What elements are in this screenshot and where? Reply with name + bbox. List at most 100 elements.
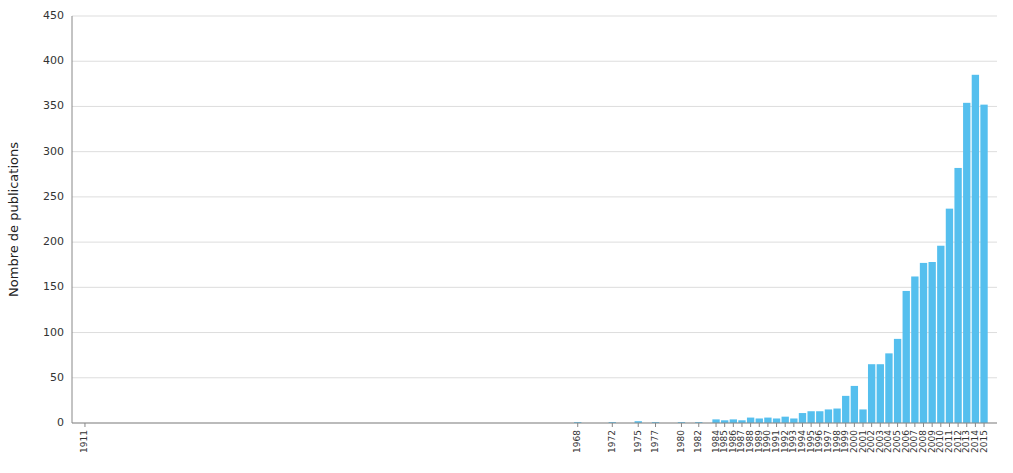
x-tick <box>84 423 85 427</box>
x-tick-label: 1977 <box>650 430 660 453</box>
x-tick <box>932 423 933 427</box>
bar <box>799 413 806 423</box>
bar <box>790 418 797 423</box>
x-tick <box>638 423 639 427</box>
x-tick-label: 1911 <box>79 430 89 453</box>
y-tick-label: 100 <box>43 326 64 339</box>
x-tick-label: 1968 <box>572 430 582 453</box>
grid-line <box>72 16 997 17</box>
x-tick <box>923 423 924 427</box>
bar <box>946 209 953 423</box>
x-tick <box>975 423 976 427</box>
x-tick <box>863 423 864 427</box>
x-tick <box>871 423 872 427</box>
bars <box>574 75 988 423</box>
bar <box>885 353 892 423</box>
bar <box>747 418 754 423</box>
bar <box>851 386 858 423</box>
x-tick <box>949 423 950 427</box>
bar <box>972 75 979 423</box>
x-tick <box>767 423 768 427</box>
bar <box>825 409 832 423</box>
bar <box>963 103 970 423</box>
x-tick <box>741 423 742 427</box>
grid-line <box>72 377 997 378</box>
bar <box>911 276 918 423</box>
x-tick <box>828 423 829 427</box>
y-tick-label: 250 <box>43 190 64 203</box>
bar <box>764 418 771 423</box>
bar <box>980 105 987 423</box>
chart: 050100150200250300350400450Nombre de pub… <box>0 0 1013 473</box>
bar <box>782 417 789 423</box>
y-tick-label: 300 <box>43 145 64 158</box>
grid-line <box>72 61 997 62</box>
y-axis-title: Nombre de publications <box>6 142 21 297</box>
x-tick <box>914 423 915 427</box>
bar <box>816 411 823 423</box>
bar <box>937 246 944 423</box>
x-tick <box>776 423 777 427</box>
y-axis-line <box>72 16 73 423</box>
x-tick <box>750 423 751 427</box>
bar <box>903 291 910 423</box>
x-tick <box>940 423 941 427</box>
x-tick <box>837 423 838 427</box>
bar <box>730 419 737 423</box>
y-axis: 050100150200250300350400450 <box>43 9 72 429</box>
x-tick <box>698 423 699 427</box>
grid-line <box>72 242 997 243</box>
bar <box>868 364 875 423</box>
x-tick <box>802 423 803 427</box>
y-tick-label: 400 <box>43 54 64 67</box>
x-tick <box>681 423 682 427</box>
x-tick-label: 2015 <box>979 430 989 453</box>
x-tick <box>845 423 846 427</box>
x-tick <box>897 423 898 427</box>
x-tick <box>880 423 881 427</box>
grid-line <box>72 332 997 333</box>
y-tick-label: 200 <box>43 235 64 248</box>
bar <box>894 339 901 423</box>
x-tick <box>759 423 760 427</box>
bar <box>842 396 849 423</box>
x-tick <box>785 423 786 427</box>
x-tick <box>612 423 613 427</box>
grid-line <box>72 423 997 424</box>
x-tick-label: 1972 <box>607 430 617 453</box>
x-tick <box>888 423 889 427</box>
bar <box>833 409 840 423</box>
x-tick <box>716 423 717 427</box>
x-tick <box>724 423 725 427</box>
bar <box>920 263 927 423</box>
grid-line <box>72 196 997 197</box>
x-tick <box>733 423 734 427</box>
grid-line <box>72 151 997 152</box>
x-tick <box>958 423 959 427</box>
x-axis: 1911196819721975197719801982198419851986… <box>72 423 997 453</box>
bar <box>807 411 814 423</box>
x-tick <box>819 423 820 427</box>
chart-container: 050100150200250300350400450Nombre de pub… <box>0 0 1013 473</box>
x-tick <box>854 423 855 427</box>
x-tick <box>655 423 656 427</box>
bar <box>859 409 866 423</box>
x-tick <box>984 423 985 427</box>
bar <box>928 262 935 423</box>
bar <box>756 418 763 423</box>
x-axis-line <box>72 423 997 424</box>
x-tick-label: 1975 <box>633 430 643 453</box>
x-tick <box>577 423 578 427</box>
x-tick-label: 1980 <box>676 430 686 453</box>
x-tick <box>906 423 907 427</box>
bar <box>712 419 719 423</box>
y-tick-label: 450 <box>43 9 64 22</box>
grid-line <box>72 287 997 288</box>
y-tick-label: 50 <box>50 371 64 384</box>
grid-line <box>72 106 997 107</box>
bar <box>954 168 961 423</box>
y-tick-label: 350 <box>43 99 64 112</box>
x-tick <box>811 423 812 427</box>
bar <box>877 364 884 423</box>
x-tick <box>966 423 967 427</box>
